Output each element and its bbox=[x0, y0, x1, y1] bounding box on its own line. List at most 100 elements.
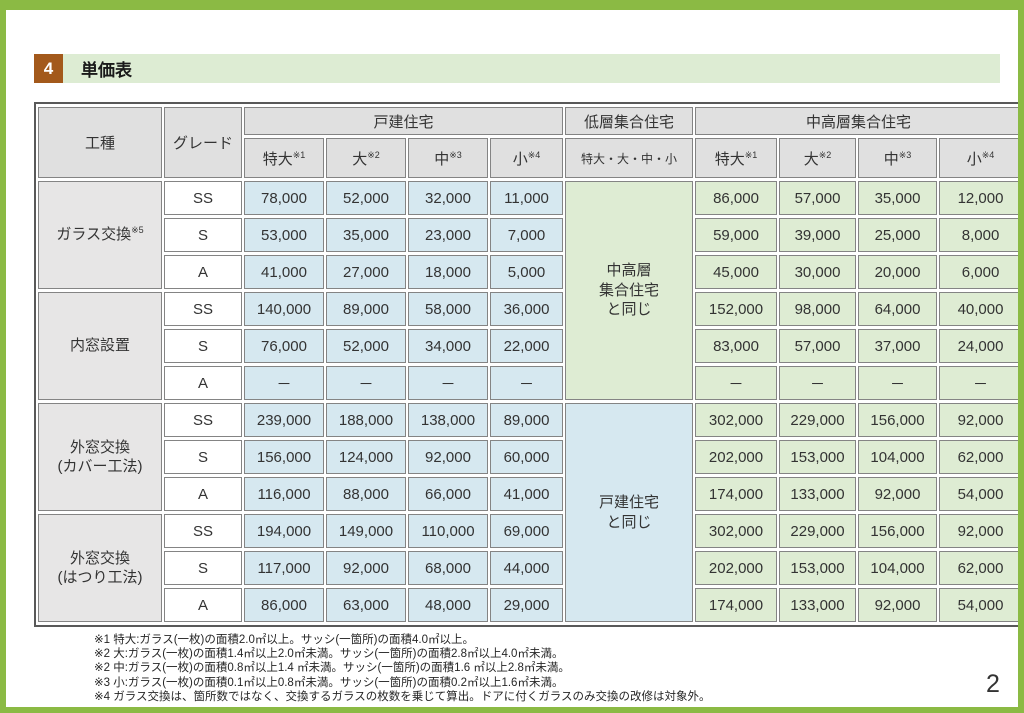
size-header-s: 小※4 bbox=[490, 138, 564, 178]
price-cell: 92,000 bbox=[408, 440, 488, 474]
table-row: S 76,000 52,000 34,000 22,000 83,000 57,… bbox=[38, 329, 1018, 363]
grade-cell: S bbox=[164, 440, 242, 474]
footnote-ref: ※2 bbox=[367, 149, 380, 160]
price-cell: 188,000 bbox=[326, 403, 406, 437]
price-cell: 78,000 bbox=[244, 181, 324, 215]
price-cell: 174,000 bbox=[695, 477, 778, 511]
size-label: 中 bbox=[434, 150, 450, 168]
price-cell: 302,000 bbox=[695, 403, 778, 437]
price-cell: 53,000 bbox=[244, 218, 324, 252]
size-header-m: 中※3 bbox=[408, 138, 488, 178]
work-type-cell-inner-window: 内窓設置 bbox=[38, 292, 162, 400]
price-cell: 23,000 bbox=[408, 218, 488, 252]
size-label: 中 bbox=[883, 150, 899, 168]
footnote-line: ※3 小:ガラス(一枚)の面積0.1㎡以上0.8㎡未満。サッシ(一箇所)の面積0… bbox=[94, 676, 564, 689]
price-cell: 153,000 bbox=[779, 551, 857, 585]
price-cell: 52,000 bbox=[326, 181, 406, 215]
grade-cell: A bbox=[164, 588, 242, 622]
size-label: 大 bbox=[352, 150, 368, 168]
price-cell: － bbox=[858, 366, 938, 400]
grade-cell: S bbox=[164, 551, 242, 585]
unit-price-table: 工種 グレード 戸建住宅 低層集合住宅 中高層集合住宅 特大※1 大※2 中※3… bbox=[34, 102, 1018, 627]
price-cell: 174,000 bbox=[695, 588, 778, 622]
price-cell: 156,000 bbox=[244, 440, 324, 474]
price-cell: 58,000 bbox=[408, 292, 488, 326]
lowrise-merged-cell-top: 中高層 集合住宅 と同じ bbox=[565, 181, 694, 400]
table-row: 外窓交換 (はつり工法) SS 194,000 149,000 110,000 … bbox=[38, 514, 1018, 622]
price-cell: 88,000 bbox=[326, 477, 406, 511]
page-number: 2 bbox=[986, 670, 1000, 698]
price-cell: 92,000 bbox=[939, 514, 1018, 548]
price-cell: 29,000 bbox=[490, 588, 564, 622]
price-cell: 60,000 bbox=[490, 440, 564, 474]
price-cell: 39,000 bbox=[779, 218, 857, 252]
price-cell: 202,000 bbox=[695, 551, 778, 585]
grade-cell: S bbox=[164, 218, 242, 252]
size-label: 小 bbox=[966, 150, 982, 168]
price-cell: 92,000 bbox=[858, 588, 938, 622]
section-title: 単価表 bbox=[81, 61, 132, 80]
price-cell: 229,000 bbox=[779, 403, 857, 437]
size-header-xl: 特大※1 bbox=[244, 138, 324, 178]
price-cell: － bbox=[244, 366, 324, 400]
price-cell: 64,000 bbox=[858, 292, 938, 326]
price-cell: 37,000 bbox=[858, 329, 938, 363]
price-cell: 59,000 bbox=[695, 218, 778, 252]
section-title-banner: 単価表 bbox=[63, 54, 1000, 83]
price-cell: 34,000 bbox=[408, 329, 488, 363]
footnote-ref: ※4 bbox=[527, 149, 541, 160]
section-number: 4 bbox=[43, 58, 54, 78]
price-cell: 18,000 bbox=[408, 255, 488, 289]
price-cell: － bbox=[326, 366, 406, 400]
price-cell: 35,000 bbox=[326, 218, 406, 252]
lowrise-merged-cell-bottom: 戸建住宅 と同じ bbox=[565, 403, 694, 622]
work-type-cell-glass: ガラス交換※5 bbox=[38, 181, 162, 289]
price-cell: 124,000 bbox=[326, 440, 406, 474]
grade-cell: SS bbox=[164, 181, 242, 215]
price-cell: 69,000 bbox=[490, 514, 564, 548]
footnote-line: ※2 大:ガラス(一枚)の面積1.4㎡以上2.0㎡未満。サッシ(一箇所)の面積2… bbox=[94, 648, 564, 661]
price-cell: 138,000 bbox=[408, 403, 488, 437]
footnote-ref: ※4 bbox=[981, 149, 995, 160]
footnote-line: ※1 特大:ガラス(一枚)の面積2.0㎡以上。サッシ(一箇所)の面積4.0㎡以上… bbox=[94, 634, 474, 646]
grade-cell: SS bbox=[164, 292, 242, 326]
price-cell: 116,000 bbox=[244, 477, 324, 511]
price-cell: 194,000 bbox=[244, 514, 324, 548]
section-number-badge: 4 bbox=[34, 54, 63, 83]
price-cell: － bbox=[779, 366, 857, 400]
price-cell: 52,000 bbox=[326, 329, 406, 363]
size-header-xl: 特大※1 bbox=[695, 138, 778, 178]
price-cell: 156,000 bbox=[858, 514, 938, 548]
price-cell: 104,000 bbox=[858, 551, 938, 585]
grade-cell: A bbox=[164, 366, 242, 400]
work-type-label: 内窓設置 bbox=[69, 337, 130, 355]
price-cell: 57,000 bbox=[779, 329, 857, 363]
grade-cell: A bbox=[164, 255, 242, 289]
price-cell: 86,000 bbox=[695, 181, 778, 215]
price-cell: 41,000 bbox=[244, 255, 324, 289]
footnote-ref: ※2 bbox=[818, 149, 832, 160]
work-type-label: ガラス交換 bbox=[56, 226, 132, 244]
price-cell: 6,000 bbox=[939, 255, 1018, 289]
price-cell: 89,000 bbox=[490, 403, 564, 437]
price-cell: 5,000 bbox=[490, 255, 564, 289]
price-cell: 45,000 bbox=[695, 255, 778, 289]
size-label: 小 bbox=[512, 150, 528, 168]
footnotes: ※1 特大:ガラス(一枚)の面積2.0㎡以上。サッシ(一箇所)の面積4.0㎡以上… bbox=[94, 633, 711, 704]
price-cell: 76,000 bbox=[244, 329, 324, 363]
price-cell: 68,000 bbox=[408, 551, 488, 585]
price-cell: 30,000 bbox=[779, 255, 857, 289]
price-cell: 202,000 bbox=[695, 440, 778, 474]
grade-cell: S bbox=[164, 329, 242, 363]
price-cell: 36,000 bbox=[490, 292, 564, 326]
price-cell: 62,000 bbox=[939, 551, 1018, 585]
price-cell: 11,000 bbox=[490, 181, 564, 215]
header-grade: グレード bbox=[164, 107, 242, 178]
table-row: A 116,000 88,000 66,000 41,000 174,000 1… bbox=[38, 477, 1018, 511]
grade-cell: SS bbox=[164, 514, 242, 548]
price-cell: 40,000 bbox=[939, 292, 1018, 326]
footnote-ref: ※1 bbox=[292, 149, 306, 160]
header-mid-high-rise: 中高層集合住宅 bbox=[695, 107, 1018, 135]
price-cell: 54,000 bbox=[939, 588, 1018, 622]
